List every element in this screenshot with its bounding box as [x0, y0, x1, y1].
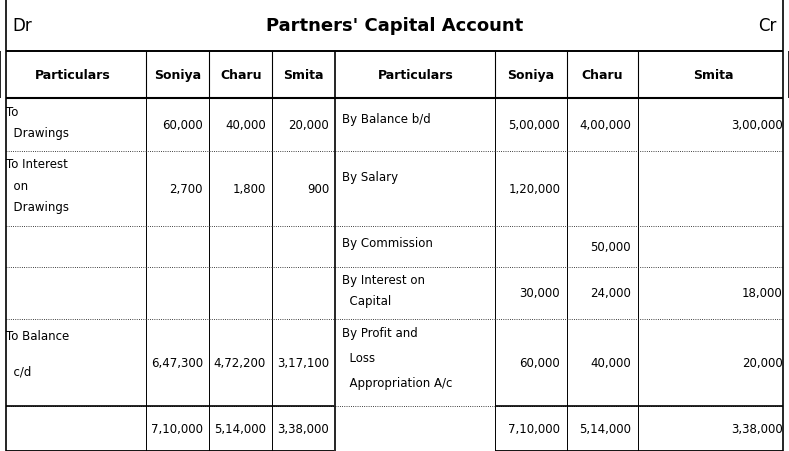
Text: 18,000: 18,000 [742, 287, 783, 300]
Text: 3,38,000: 3,38,000 [731, 422, 783, 435]
Text: By Interest on: By Interest on [342, 273, 424, 286]
Text: Charu: Charu [220, 69, 261, 82]
Text: Dr: Dr [13, 17, 32, 35]
Text: Particulars: Particulars [35, 69, 111, 82]
Text: Capital: Capital [342, 295, 391, 307]
Text: 60,000: 60,000 [519, 356, 560, 369]
Text: Charu: Charu [581, 69, 623, 82]
Text: Smita: Smita [693, 69, 734, 82]
Text: 5,00,000: 5,00,000 [508, 119, 560, 132]
Text: 4,72,200: 4,72,200 [214, 356, 266, 369]
Text: 6,47,300: 6,47,300 [151, 356, 203, 369]
Text: Soniya: Soniya [154, 69, 201, 82]
Text: Appropriation A/c: Appropriation A/c [342, 376, 452, 389]
Text: 24,000: 24,000 [590, 287, 631, 300]
Text: 30,000: 30,000 [520, 287, 560, 300]
Text: 5,14,000: 5,14,000 [579, 422, 631, 435]
Text: Smita: Smita [283, 69, 324, 82]
Text: 3,00,000: 3,00,000 [731, 119, 783, 132]
Text: 7,10,000: 7,10,000 [151, 422, 203, 435]
Text: 1,800: 1,800 [233, 182, 266, 195]
Text: 40,000: 40,000 [225, 119, 266, 132]
Text: To: To [6, 106, 19, 119]
Text: By Profit and: By Profit and [342, 327, 417, 340]
Text: 20,000: 20,000 [288, 119, 329, 132]
Text: 7,10,000: 7,10,000 [508, 422, 560, 435]
Text: 3,17,100: 3,17,100 [277, 356, 329, 369]
Text: 20,000: 20,000 [742, 356, 783, 369]
Text: To Balance: To Balance [6, 330, 69, 343]
Text: 4,00,000: 4,00,000 [579, 119, 631, 132]
Text: Cr: Cr [758, 17, 776, 35]
Text: 5,14,000: 5,14,000 [214, 422, 266, 435]
Text: By Commission: By Commission [342, 236, 432, 249]
Text: 40,000: 40,000 [590, 356, 631, 369]
Text: Partners' Capital Account: Partners' Capital Account [266, 17, 523, 35]
Text: 1,20,000: 1,20,000 [508, 182, 560, 195]
Text: 2,700: 2,700 [170, 182, 203, 195]
Text: Particulars: Particulars [377, 69, 454, 82]
Text: 50,000: 50,000 [591, 240, 631, 253]
Text: c/d: c/d [6, 364, 32, 377]
Text: Drawings: Drawings [6, 126, 69, 139]
Text: 900: 900 [307, 182, 329, 195]
Text: By Balance b/d: By Balance b/d [342, 112, 430, 125]
Text: 3,38,000: 3,38,000 [277, 422, 329, 435]
Text: By Salary: By Salary [342, 170, 398, 183]
Text: To Interest: To Interest [6, 158, 68, 171]
Text: on: on [6, 179, 28, 192]
Text: 60,000: 60,000 [162, 119, 203, 132]
Text: Loss: Loss [342, 351, 375, 364]
Text: Drawings: Drawings [6, 201, 69, 214]
Text: Soniya: Soniya [507, 69, 555, 82]
